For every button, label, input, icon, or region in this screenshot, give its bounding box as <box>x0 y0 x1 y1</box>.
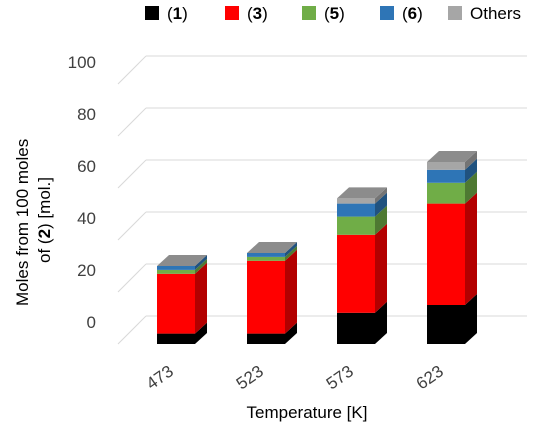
y-axis-ticks: 0 20 40 60 80 100 <box>68 53 96 332</box>
bar-segment <box>337 216 375 235</box>
gridline-diagonal <box>117 107 147 137</box>
legend-label: (5) <box>324 4 345 23</box>
y-axis-title: Moles from 100 moles of (2) [mol.] <box>13 134 54 306</box>
bar-segment <box>337 203 375 217</box>
bar-segment <box>427 182 465 204</box>
bar-segment <box>157 269 195 274</box>
legend-label: (1) <box>167 4 188 23</box>
bar-segment <box>427 203 465 305</box>
bar-top <box>427 151 477 162</box>
bar-segment <box>337 198 375 204</box>
bar-segment-side <box>375 192 387 217</box>
bar-segment-side <box>465 151 477 170</box>
bar-segment <box>337 312 375 344</box>
bar-segment-side <box>285 322 297 344</box>
bar-top <box>337 187 387 199</box>
bar-segment-side <box>285 249 297 334</box>
bar-segment <box>157 273 195 334</box>
gridline-diagonal <box>117 263 147 293</box>
gridline-diagonal <box>117 159 147 189</box>
bar-segment-side <box>195 258 207 274</box>
gridline-diagonal <box>117 55 147 85</box>
x-axis-title: Temperature [K] <box>247 403 368 422</box>
y-tick-label: 100 <box>68 53 96 72</box>
bar-top <box>247 242 297 253</box>
bar-segment-side <box>195 322 207 344</box>
legend-label: (3) <box>247 4 268 23</box>
x-axis-ticks: 473 523 573 623 <box>143 362 447 394</box>
bar-segment-side <box>465 171 477 204</box>
y-tick-label: 0 <box>87 313 96 332</box>
bar-segment <box>247 333 285 344</box>
bar-segment-side <box>465 158 477 183</box>
bar-segment <box>427 169 465 183</box>
bar-segment <box>247 253 285 257</box>
legend-label: (6) <box>402 4 423 23</box>
bar-segment-side <box>375 223 387 313</box>
bar-segment <box>337 234 375 313</box>
bar-segment-side <box>375 187 387 204</box>
y-tick-label: 20 <box>77 261 96 280</box>
bar-segment-side <box>285 242 297 257</box>
legend-label: Others <box>470 4 521 23</box>
y-axis-title-line2: of (2) [mol.] <box>35 177 54 263</box>
bar-top <box>157 255 207 266</box>
bar-segment-side <box>465 294 477 344</box>
bar-segment <box>427 162 465 170</box>
bar-segment <box>427 305 465 344</box>
x-tick-label: 523 <box>233 362 267 394</box>
bar-segment <box>157 333 195 344</box>
x-tick-label: 473 <box>143 362 177 394</box>
y-tick-label: 60 <box>77 157 96 176</box>
legend: (1) (3) (5) (6) Others <box>145 4 521 23</box>
legend-swatch <box>145 6 159 20</box>
legend-swatch <box>225 6 239 20</box>
bar-segment-side <box>195 262 207 334</box>
gridline-diagonal <box>117 211 147 241</box>
bar-segment-side <box>285 245 297 261</box>
bars <box>157 151 477 344</box>
gridline-diagonal <box>117 315 147 345</box>
bar-segment <box>157 266 195 270</box>
legend-swatch <box>380 6 394 20</box>
bar-segment-side <box>375 205 387 235</box>
bar-segment-side <box>465 192 477 305</box>
bar-segment-side <box>195 255 207 270</box>
x-tick-label: 623 <box>413 362 447 394</box>
bar-segment <box>247 256 285 261</box>
y-tick-label: 80 <box>77 105 96 124</box>
bar-segment-side <box>375 301 387 344</box>
legend-swatch <box>302 6 316 20</box>
x-tick-label: 573 <box>323 362 357 394</box>
y-axis-title-line1: Moles from 100 moles <box>13 139 32 306</box>
legend-swatch <box>448 6 462 20</box>
y-tick-label: 40 <box>77 209 96 228</box>
bar-segment <box>247 260 285 334</box>
